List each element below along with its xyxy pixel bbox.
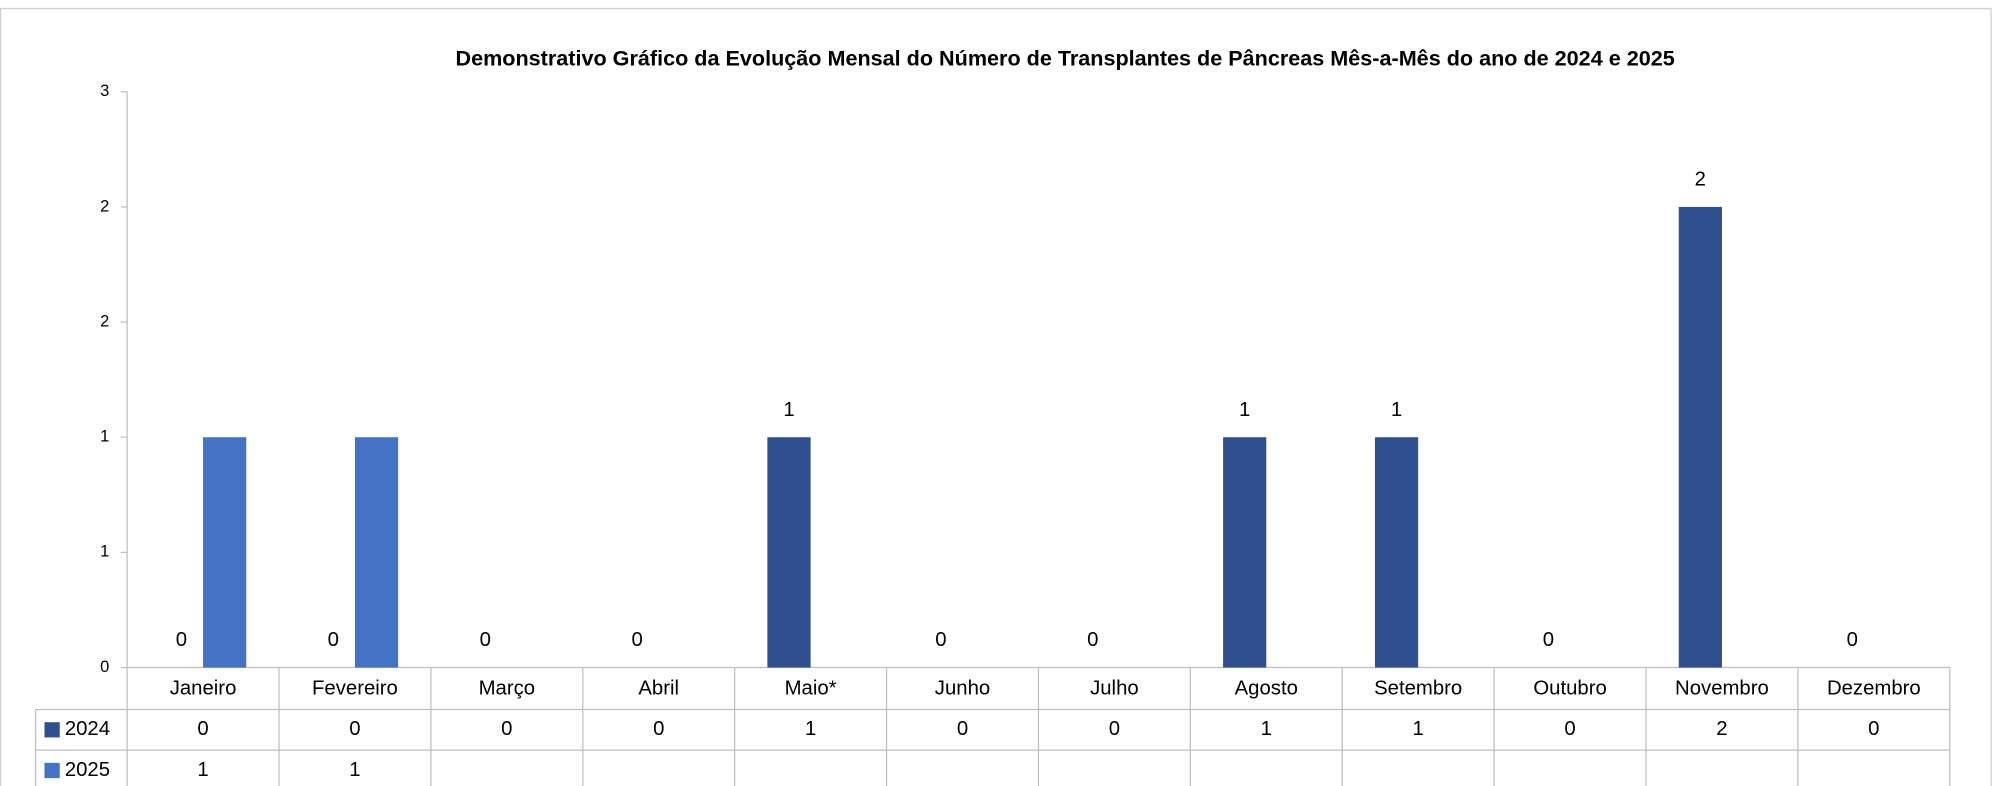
x-tick-label: Fevereiro (312, 678, 398, 700)
table-cell: 1 (1261, 718, 1272, 740)
table-cell: 0 (653, 718, 664, 740)
chart-frame (0, 7, 1992, 786)
bar (354, 437, 399, 668)
table-cell: 2 (1716, 718, 1727, 740)
data-label: 0 (935, 629, 946, 651)
data-label: 0 (480, 629, 491, 651)
y-tick-label: 1 (100, 542, 109, 561)
table-cell: 0 (1109, 718, 1120, 740)
table-cell: 1 (349, 759, 360, 781)
data-label: 0 (328, 629, 339, 651)
y-tick-label: 2 (100, 196, 109, 215)
x-tick-label: Julho (1090, 678, 1139, 700)
table-cell: 1 (805, 718, 816, 740)
table-cell: 0 (501, 718, 512, 740)
y-tick-label: 0 (100, 657, 109, 676)
table-cell: 0 (1868, 718, 1879, 740)
x-tick-label: Dezembro (1827, 678, 1921, 700)
bar (1223, 437, 1267, 668)
x-tick-label: Janeiro (170, 678, 237, 700)
bar (1678, 206, 1722, 668)
data-label: 0 (1847, 629, 1858, 651)
data-label: 0 (631, 629, 642, 651)
x-tick-label: Novembro (1675, 678, 1769, 700)
x-tick-label: Agosto (1235, 678, 1298, 700)
legend-label: 2025 (65, 759, 110, 781)
table-cell: 0 (197, 718, 208, 740)
table-cell: 0 (349, 718, 360, 740)
y-tick-label: 1 (100, 427, 109, 446)
table-cell: 0 (1564, 718, 1575, 740)
table-cell: 1 (197, 759, 208, 781)
chart-title: Demonstrativo Gráfico da Evolução Mensal… (455, 46, 1674, 71)
bar (767, 437, 811, 668)
legend-swatch (44, 762, 60, 779)
data-label: 1 (783, 399, 794, 421)
x-tick-label: Março (479, 678, 535, 700)
x-tick-label: Outubro (1533, 678, 1606, 700)
table-cell: 0 (957, 718, 968, 740)
data-label: 1 (1391, 399, 1402, 421)
legend-label: 2024 (65, 718, 110, 740)
data-label: 0 (1543, 629, 1554, 651)
x-tick-label: Abril (638, 678, 679, 700)
data-label: 1 (1239, 399, 1250, 421)
legend-swatch (44, 722, 60, 738)
x-tick-label: Junho (935, 678, 990, 700)
bar (1374, 437, 1419, 668)
bar (203, 437, 247, 668)
table-cell: 1 (1413, 718, 1424, 740)
data-label: 2 (1695, 169, 1706, 191)
data-label: 0 (176, 629, 187, 651)
y-tick-label: 3 (100, 81, 109, 100)
y-tick-label: 2 (100, 311, 109, 330)
data-label: 0 (1087, 629, 1098, 651)
x-tick-label: Maio* (785, 678, 837, 700)
x-tick-label: Setembro (1374, 678, 1462, 700)
